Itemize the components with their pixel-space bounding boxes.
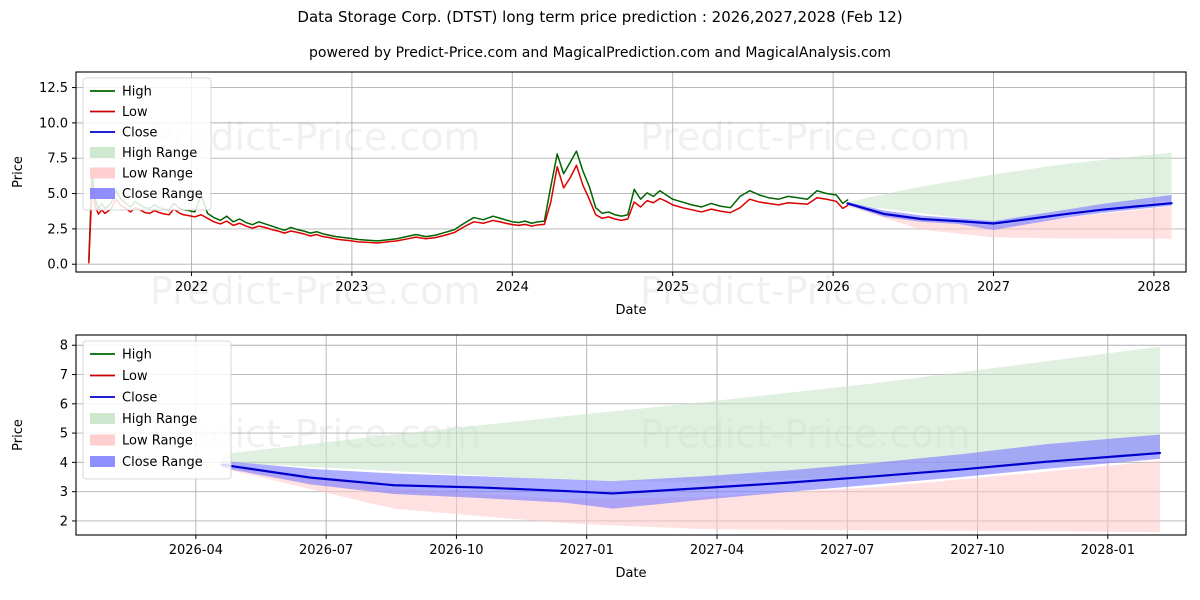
xtick-label: 2025 bbox=[656, 280, 689, 295]
legend-label: Low Range bbox=[122, 434, 193, 449]
xtick-label: 2028-01 bbox=[1081, 543, 1135, 558]
plot-background bbox=[76, 72, 1186, 272]
y-axis-label: Price bbox=[11, 419, 26, 451]
band-close-range bbox=[847, 194, 1172, 231]
ytick-label: 10.0 bbox=[39, 116, 68, 131]
x-axis-label: Date bbox=[615, 303, 646, 318]
band-low-range bbox=[221, 460, 1160, 533]
watermark-text: Predict-Price.com bbox=[150, 269, 481, 313]
legend-label: Close Range bbox=[122, 187, 203, 202]
legend-swatch-patch bbox=[90, 456, 115, 467]
legend-swatch-patch bbox=[90, 147, 115, 158]
legend-label: High bbox=[122, 85, 152, 100]
series-line-low bbox=[88, 164, 849, 264]
ytick-label: 7.5 bbox=[47, 152, 68, 167]
legend-label: Close bbox=[122, 391, 157, 406]
series-line-close bbox=[220, 451, 1162, 495]
watermark-text: Predict-Price.com bbox=[640, 269, 971, 313]
ytick-label: 4 bbox=[60, 456, 68, 471]
xtick-label: 2026-10 bbox=[429, 543, 483, 558]
ytick-label: 6 bbox=[60, 397, 68, 412]
legend-label: Close bbox=[122, 126, 157, 141]
ytick-label: 5.0 bbox=[47, 187, 68, 202]
plot-frame bbox=[75, 334, 1187, 536]
legend-swatch-patch bbox=[90, 167, 115, 179]
top-chart: Predict-Price.com Predict-Price.com Predic… bbox=[11, 71, 1187, 318]
band-high-range bbox=[847, 152, 1172, 222]
watermark-text: Predict-Price.com bbox=[150, 269, 481, 313]
bottom-chart: Predict-Price.comPredict-Price.com234567… bbox=[11, 334, 1187, 581]
legend-swatch-patch bbox=[90, 188, 115, 199]
page-title: Data Storage Corp. (DTST) long term pric… bbox=[297, 8, 903, 26]
legend-label: Low bbox=[122, 369, 148, 384]
data-group bbox=[220, 346, 1162, 533]
xtick-label: 2027 bbox=[977, 280, 1010, 295]
ytick-label: 3 bbox=[60, 485, 68, 500]
legend-label: High Range bbox=[122, 412, 197, 427]
xtick-label: 2026-04 bbox=[169, 543, 223, 558]
data-group bbox=[88, 150, 1173, 264]
xtick-label: 2027-10 bbox=[950, 543, 1004, 558]
ytick-label: 7 bbox=[60, 368, 68, 383]
xtick-label: 2023 bbox=[335, 280, 368, 295]
legend: High Low Close High Range Low Range Close Ran… bbox=[82, 77, 212, 211]
band-close-range bbox=[221, 434, 1160, 509]
legend-label: High bbox=[122, 348, 152, 363]
ytick-label: 0.0 bbox=[47, 258, 68, 273]
xtick-label: 2026 bbox=[817, 280, 850, 295]
ytick-label: 12.5 bbox=[39, 81, 68, 96]
legend-label: Low bbox=[122, 105, 148, 120]
xtick-label: 2027-04 bbox=[690, 543, 744, 558]
ytick-label: 8 bbox=[60, 339, 68, 354]
legend-label: Close Range bbox=[122, 455, 203, 470]
ytick-label: 2.5 bbox=[47, 222, 68, 237]
xtick-label: 2026-07 bbox=[299, 543, 353, 558]
plot-frame bbox=[75, 71, 1187, 273]
watermark-text: Predict-Price.com bbox=[640, 115, 971, 159]
legend-swatch-patch bbox=[90, 413, 115, 424]
ytick-label: 2 bbox=[60, 514, 68, 529]
xtick-label: 2027-07 bbox=[820, 543, 874, 558]
ytick-label: 5 bbox=[60, 427, 68, 442]
xtick-label: 2027-01 bbox=[560, 543, 614, 558]
legend-label: Low Range bbox=[122, 167, 193, 182]
y-axis-label: Price bbox=[11, 156, 26, 188]
band-low-range bbox=[847, 204, 1172, 239]
legend: High Low Close High Range Low Range Close Ran… bbox=[82, 340, 232, 480]
band-high-range bbox=[221, 346, 1160, 483]
xtick-label: 2022 bbox=[175, 280, 208, 295]
watermark-text: Predict-Price.com bbox=[640, 269, 971, 313]
series-line-close bbox=[846, 202, 1173, 225]
legend-box bbox=[82, 340, 232, 480]
legend-swatch-patch bbox=[90, 434, 115, 446]
legend-label: High Range bbox=[122, 146, 197, 161]
x-axis-label: Date bbox=[615, 566, 646, 581]
page-subtitle: powered by Predict-Price.com and Magical… bbox=[309, 45, 891, 61]
xtick-label: 2024 bbox=[496, 280, 529, 295]
xtick-label: 2028 bbox=[1137, 280, 1170, 295]
